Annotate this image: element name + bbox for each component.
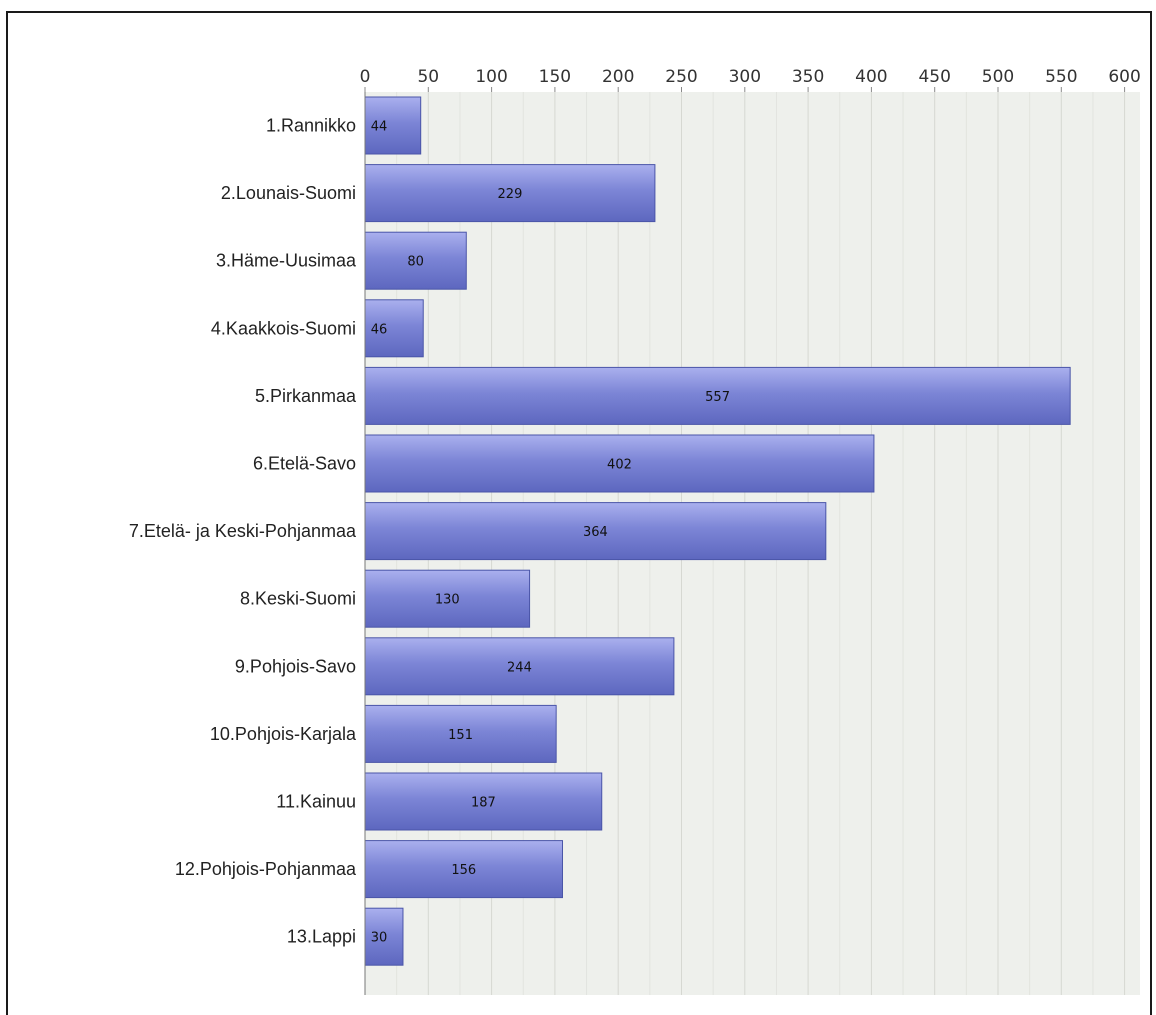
x-tick-label: 600 bbox=[1108, 67, 1140, 87]
category-label: 5.Pirkanmaa bbox=[255, 386, 357, 406]
x-axis-ticks: 0 50 100 150 200 250 300 350 400 450 500 550 600 bbox=[360, 67, 1141, 92]
category-label: 1.Rannikko bbox=[266, 116, 356, 136]
bar-value-label: 557 bbox=[705, 390, 730, 405]
x-tick-label: 0 bbox=[360, 67, 371, 87]
bar-value-label: 44 bbox=[371, 120, 388, 135]
x-tick-label: 400 bbox=[855, 67, 887, 87]
bar bbox=[364, 434, 875, 493]
x-tick-label: 250 bbox=[665, 67, 697, 87]
category-label: 7.Etelä- ja Keski-Pohjanmaa bbox=[129, 521, 357, 541]
category-label: 12.Pohjois-Pohjanmaa bbox=[175, 859, 357, 879]
bar-value-label: 187 bbox=[471, 796, 496, 811]
x-tick-label: 350 bbox=[792, 67, 824, 87]
bar bbox=[364, 840, 563, 899]
bar-value-label: 229 bbox=[498, 187, 523, 202]
category-label: 2.Lounais-Suomi bbox=[221, 183, 356, 203]
category-label: 6.Etelä-Savo bbox=[253, 454, 356, 474]
bar bbox=[364, 164, 656, 223]
bar-value-label: 156 bbox=[451, 863, 476, 878]
bar-value-label: 80 bbox=[407, 255, 424, 270]
category-label: 11.Kainuu bbox=[276, 792, 356, 812]
bar bbox=[364, 637, 675, 696]
category-label: 10.Pohjois-Karjala bbox=[210, 724, 357, 744]
bar bbox=[364, 231, 467, 290]
category-label: 4.Kaakkois-Suomi bbox=[211, 318, 356, 338]
x-tick-label: 450 bbox=[918, 67, 950, 87]
bar bbox=[364, 569, 531, 628]
x-tick-label: 300 bbox=[729, 67, 761, 87]
bar bbox=[364, 502, 827, 561]
bar-value-label: 130 bbox=[435, 593, 460, 608]
bar bbox=[364, 704, 557, 763]
x-tick-label: 150 bbox=[539, 67, 571, 87]
bar-value-label: 364 bbox=[583, 525, 608, 540]
category-label: 8.Keski-Suomi bbox=[240, 589, 356, 609]
category-label: 3.Häme-Uusimaa bbox=[216, 251, 357, 271]
x-tick-label: 100 bbox=[475, 67, 507, 87]
bar-value-label: 151 bbox=[448, 728, 473, 743]
bars: 44 229 80 46 557 402 364 130 244 151 187 156 30 bbox=[364, 96, 1071, 966]
x-tick-label: 550 bbox=[1045, 67, 1077, 87]
bar bbox=[364, 299, 424, 358]
x-tick-label: 200 bbox=[602, 67, 634, 87]
bar bbox=[364, 96, 422, 155]
x-tick-label: 50 bbox=[417, 67, 439, 87]
bar-value-label: 30 bbox=[371, 931, 388, 946]
x-tick-label: 500 bbox=[982, 67, 1014, 87]
bar-value-label: 244 bbox=[507, 660, 532, 675]
category-label: 9.Pohjois-Savo bbox=[235, 656, 356, 676]
bar-value-label: 402 bbox=[607, 458, 632, 473]
bar-value-label: 46 bbox=[371, 322, 388, 337]
category-labels: 1.Rannikko 2.Lounais-Suomi 3.Häme-Uusimaa 4… bbox=[129, 116, 357, 947]
bar bbox=[364, 772, 603, 831]
bar bbox=[364, 366, 1071, 425]
category-label: 13.Lappi bbox=[287, 927, 356, 947]
